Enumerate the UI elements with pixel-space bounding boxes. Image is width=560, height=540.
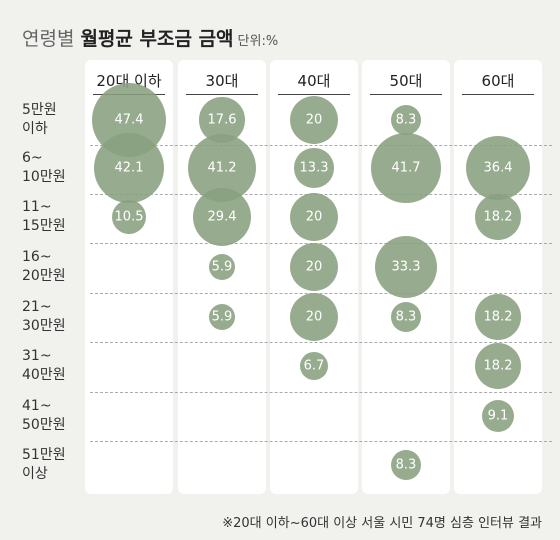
data-label: 5.9 — [211, 259, 233, 275]
data-label: 20 — [305, 209, 323, 225]
data-label: 41.7 — [391, 160, 421, 176]
row-label-line: 11~ — [22, 199, 52, 215]
row-label-line: 30만원 — [22, 318, 66, 334]
row-label-line: 41~ — [22, 398, 52, 414]
row-divider — [90, 441, 552, 442]
data-label: 13.3 — [299, 160, 329, 176]
data-label: 47.4 — [114, 112, 144, 128]
data-bubble — [208, 253, 236, 281]
row-label: 16~ 20만원 — [22, 248, 66, 286]
data-bubble — [390, 301, 422, 333]
column-header: 30대 — [205, 72, 239, 90]
column-rule — [462, 94, 534, 95]
column-header: 60대 — [481, 72, 515, 90]
row-label-line: 10만원 — [22, 169, 66, 185]
row-label-line: 50만원 — [22, 417, 66, 433]
row-label-line: 이하 — [22, 121, 48, 137]
row-label-line: 51만원 — [22, 447, 66, 463]
data-bubble — [289, 242, 339, 292]
data-bubble — [481, 399, 515, 433]
row-label-line: 21~ — [22, 299, 52, 315]
data-bubble — [475, 194, 521, 240]
data-label: 20 — [305, 309, 323, 325]
data-bubble — [475, 294, 521, 340]
column-header: 50대 — [389, 72, 423, 90]
data-label: 41.2 — [207, 160, 237, 176]
data-label: 17.6 — [207, 112, 237, 128]
data-bubble — [374, 235, 437, 298]
column-rule — [186, 94, 258, 95]
data-bubble — [300, 352, 328, 380]
data-bubble — [390, 104, 422, 136]
data-label: 42.1 — [114, 160, 144, 176]
row-label: 31~ 40만원 — [22, 347, 66, 385]
data-bubble — [465, 135, 531, 201]
data-label: 8.3 — [395, 457, 417, 473]
data-label: 5.9 — [211, 309, 233, 325]
data-label: 8.3 — [395, 309, 417, 325]
row-label: 21~ 30만원 — [22, 298, 66, 336]
data-bubble — [208, 303, 236, 331]
row-label-line: 40만원 — [22, 367, 66, 383]
row-label-line: 이상 — [22, 466, 48, 482]
column-rule — [370, 94, 442, 95]
data-label: 6.7 — [303, 358, 325, 374]
column-rule — [278, 94, 350, 95]
row-label-line: 6~ — [22, 150, 43, 166]
data-bubble — [289, 95, 339, 145]
data-bubble — [94, 133, 164, 203]
data-label: 20 — [305, 112, 323, 128]
data-label: 36.4 — [483, 160, 513, 176]
row-divider — [90, 392, 552, 393]
data-bubble — [294, 148, 334, 188]
data-bubble — [192, 187, 252, 247]
chart-title: 연령별 월평균 부조금 금액 단위:% — [22, 24, 278, 51]
row-label-line: 5만원 — [22, 102, 57, 118]
data-bubble — [289, 192, 339, 242]
row-label-line: 20만원 — [22, 268, 66, 284]
footnote: ※20대 이하~60대 이상 서울 시민 74명 심층 인터뷰 결과 — [222, 516, 542, 531]
row-label-line: 16~ — [22, 249, 52, 265]
data-label: 33.3 — [391, 259, 421, 275]
data-bubble — [371, 133, 441, 203]
column-header: 40대 — [297, 72, 331, 90]
unit-label: 단위:% — [237, 34, 279, 49]
data-bubble — [390, 449, 422, 481]
data-label: 20 — [305, 259, 323, 275]
data-label: 8.3 — [395, 112, 417, 128]
data-bubble — [111, 199, 147, 235]
title-lead: 연령별 — [22, 28, 75, 50]
row-divider — [90, 342, 552, 343]
row-label: 11~ 15만원 — [22, 198, 66, 236]
row-label-line: 31~ — [22, 348, 52, 364]
row-divider — [90, 145, 552, 146]
data-label: 9.1 — [487, 408, 509, 424]
data-bubble — [475, 343, 521, 389]
row-label-line: 15만원 — [22, 218, 66, 234]
data-bubble — [289, 292, 339, 342]
data-label: 29.4 — [207, 209, 237, 225]
row-label: 6~ 10만원 — [22, 149, 66, 187]
row-label: 41~ 50만원 — [22, 397, 66, 435]
data-label: 10.5 — [114, 209, 144, 225]
data-label: 18.2 — [483, 309, 513, 325]
title-bold: 월평균 부조금 금액 — [80, 28, 234, 50]
data-label: 18.2 — [483, 209, 513, 225]
data-label: 18.2 — [483, 358, 513, 374]
